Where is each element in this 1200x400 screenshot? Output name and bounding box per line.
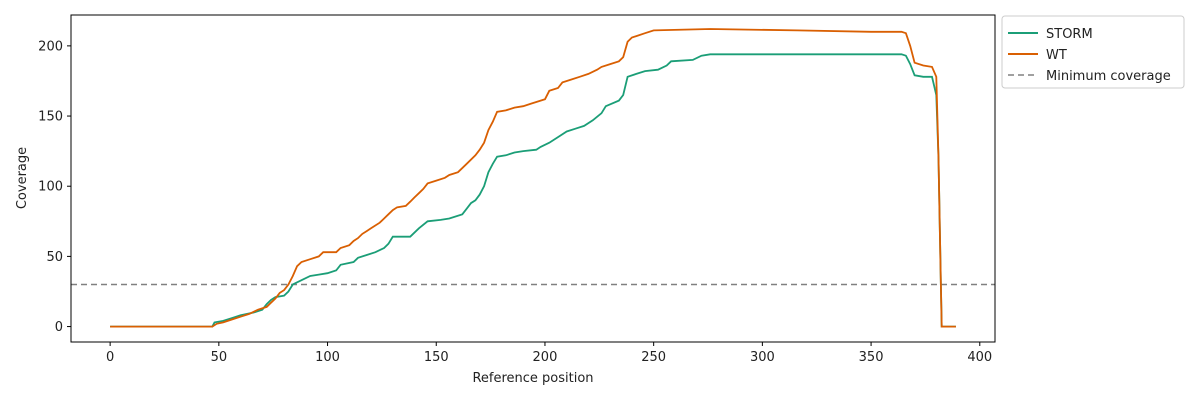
- x-tick-label: 50: [211, 350, 228, 365]
- y-tick-label: 50: [46, 250, 63, 265]
- x-tick-label: 100: [315, 350, 340, 365]
- plot-frame: [70, 14, 996, 343]
- x-tick-label: 150: [424, 350, 449, 365]
- y-tick-label: 200: [38, 39, 63, 54]
- x-tick-label: 0: [106, 350, 114, 365]
- y-tick-label: 0: [55, 320, 63, 335]
- legend-label-wt: WT: [1046, 48, 1067, 63]
- plot-area: [70, 14, 996, 343]
- series-line-wt: [110, 28, 956, 328]
- y-tick-label: 150: [38, 110, 63, 125]
- legend-label-storm: STORM: [1046, 27, 1093, 42]
- legend-label-min-coverage: Minimum coverage: [1046, 69, 1171, 84]
- x-axis-label: Reference position: [472, 371, 593, 386]
- x-tick-label: 400: [967, 350, 992, 365]
- x-axis: 0 50 100 150 200 250 300 350 400: [106, 342, 992, 365]
- y-axis: 0 50 100 150 200: [38, 39, 71, 335]
- x-tick-label: 200: [533, 350, 558, 365]
- x-tick-label: 350: [859, 350, 884, 365]
- legend: STORM WT Minimum coverage: [1001, 15, 1185, 89]
- y-axis-label: Coverage: [15, 147, 30, 209]
- x-tick-label: 300: [750, 350, 775, 365]
- x-tick-label: 250: [641, 350, 666, 365]
- series-line-storm: [110, 53, 956, 328]
- y-tick-label: 100: [38, 180, 63, 195]
- legend-box: [1001, 15, 1185, 89]
